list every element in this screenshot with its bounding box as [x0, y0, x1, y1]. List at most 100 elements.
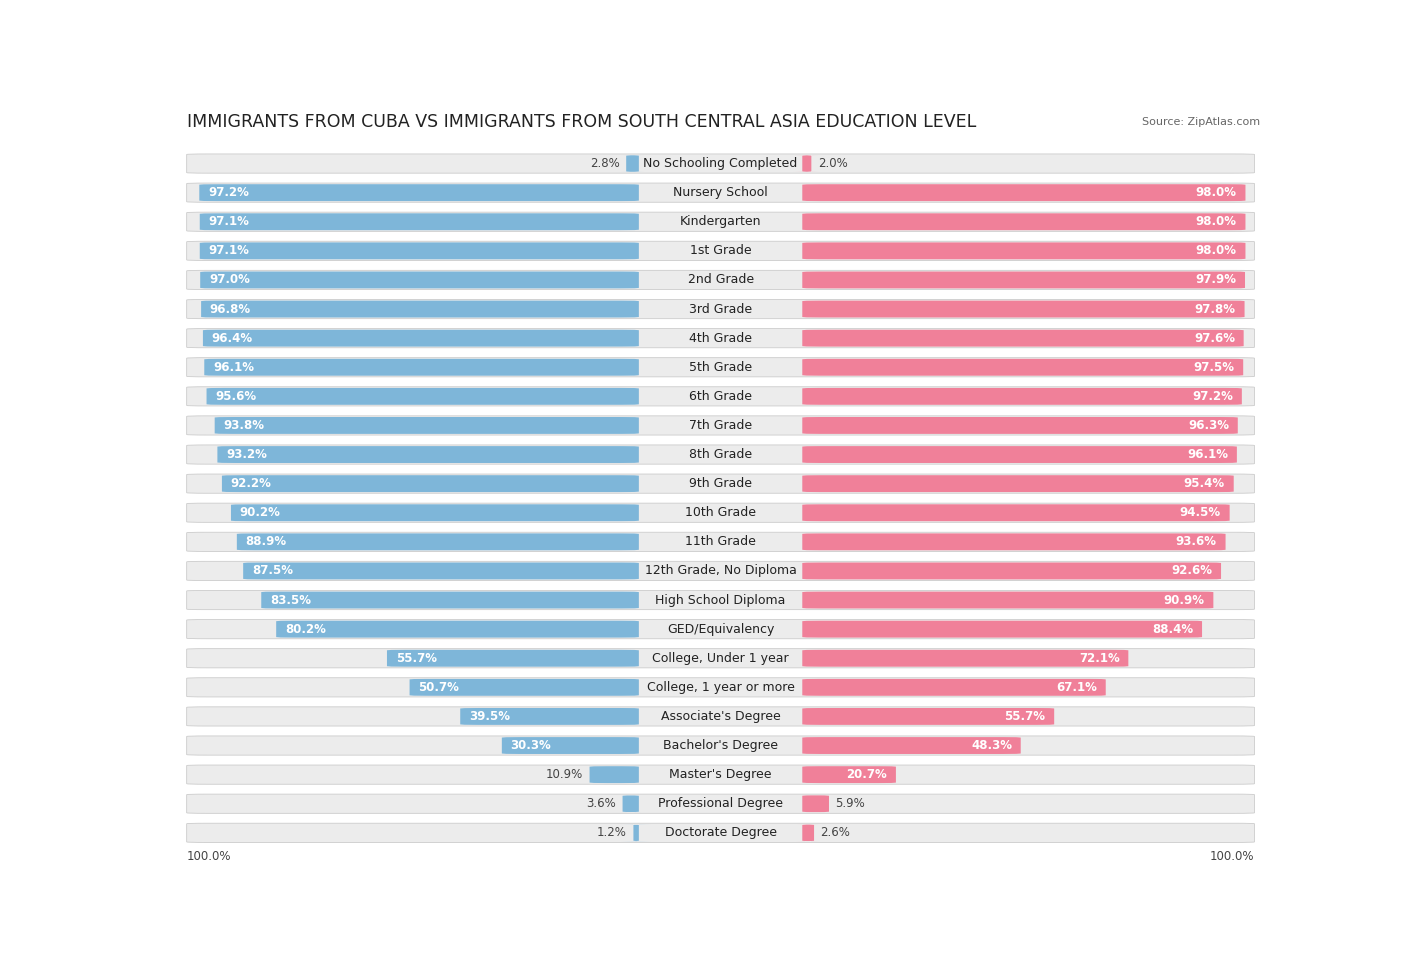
Text: 1.2%: 1.2%	[598, 827, 627, 839]
Text: 97.6%: 97.6%	[1194, 332, 1234, 344]
Text: 97.1%: 97.1%	[208, 245, 249, 257]
Text: 100.0%: 100.0%	[187, 850, 231, 863]
Text: 5.9%: 5.9%	[835, 798, 865, 810]
Text: 98.0%: 98.0%	[1195, 215, 1237, 228]
FancyBboxPatch shape	[236, 533, 638, 550]
Text: 80.2%: 80.2%	[285, 623, 326, 636]
FancyBboxPatch shape	[187, 241, 1254, 260]
Text: 90.9%: 90.9%	[1164, 594, 1205, 606]
Text: 55.7%: 55.7%	[395, 651, 437, 665]
FancyBboxPatch shape	[276, 621, 638, 638]
FancyBboxPatch shape	[803, 533, 1226, 550]
FancyBboxPatch shape	[187, 648, 1254, 668]
FancyBboxPatch shape	[187, 619, 1254, 639]
Text: 88.4%: 88.4%	[1152, 623, 1194, 636]
Text: 95.6%: 95.6%	[215, 390, 256, 403]
Text: 20.7%: 20.7%	[846, 768, 887, 781]
FancyBboxPatch shape	[387, 649, 638, 667]
Text: 12th Grade, No Diploma: 12th Grade, No Diploma	[644, 565, 797, 577]
FancyBboxPatch shape	[200, 184, 638, 201]
Text: 92.6%: 92.6%	[1171, 565, 1212, 577]
FancyBboxPatch shape	[803, 447, 1237, 463]
Text: 5th Grade: 5th Grade	[689, 361, 752, 373]
FancyBboxPatch shape	[589, 766, 638, 783]
FancyBboxPatch shape	[621, 155, 644, 172]
Text: 83.5%: 83.5%	[270, 594, 311, 606]
Text: Master's Degree: Master's Degree	[669, 768, 772, 781]
Text: 10th Grade: 10th Grade	[685, 506, 756, 520]
FancyBboxPatch shape	[803, 504, 1230, 522]
Text: 88.9%: 88.9%	[246, 535, 287, 548]
Text: 97.0%: 97.0%	[209, 273, 250, 287]
FancyBboxPatch shape	[803, 649, 1129, 667]
FancyBboxPatch shape	[803, 388, 1241, 405]
FancyBboxPatch shape	[803, 330, 1244, 346]
Text: 97.9%: 97.9%	[1195, 273, 1236, 287]
Text: 39.5%: 39.5%	[470, 710, 510, 722]
FancyBboxPatch shape	[803, 359, 1243, 375]
Text: 93.2%: 93.2%	[226, 448, 267, 461]
FancyBboxPatch shape	[187, 823, 1254, 842]
Text: 98.0%: 98.0%	[1195, 245, 1237, 257]
Text: 87.5%: 87.5%	[252, 565, 292, 577]
Text: 2.6%: 2.6%	[821, 827, 851, 839]
FancyBboxPatch shape	[803, 679, 1105, 696]
Text: 92.2%: 92.2%	[231, 477, 271, 490]
Text: 67.1%: 67.1%	[1056, 681, 1097, 694]
FancyBboxPatch shape	[797, 825, 820, 841]
FancyBboxPatch shape	[803, 300, 1244, 318]
FancyBboxPatch shape	[803, 243, 1246, 259]
Text: 97.2%: 97.2%	[1192, 390, 1233, 403]
FancyBboxPatch shape	[803, 563, 1220, 579]
FancyBboxPatch shape	[187, 765, 1254, 784]
Text: Professional Degree: Professional Degree	[658, 798, 783, 810]
FancyBboxPatch shape	[187, 183, 1254, 202]
Text: Bachelor's Degree: Bachelor's Degree	[664, 739, 778, 752]
FancyBboxPatch shape	[187, 503, 1254, 523]
FancyBboxPatch shape	[187, 591, 1254, 609]
Text: 96.3%: 96.3%	[1188, 419, 1229, 432]
Text: No Schooling Completed: No Schooling Completed	[644, 157, 797, 170]
Text: 11th Grade: 11th Grade	[685, 535, 756, 548]
FancyBboxPatch shape	[200, 243, 638, 259]
FancyBboxPatch shape	[218, 447, 638, 463]
FancyBboxPatch shape	[803, 796, 830, 812]
Text: 93.8%: 93.8%	[224, 419, 264, 432]
FancyBboxPatch shape	[460, 708, 638, 724]
Text: 50.7%: 50.7%	[419, 681, 460, 694]
FancyBboxPatch shape	[187, 562, 1254, 580]
Text: 2.8%: 2.8%	[591, 157, 620, 170]
Text: 90.2%: 90.2%	[239, 506, 281, 520]
Text: 4th Grade: 4th Grade	[689, 332, 752, 344]
Text: 96.4%: 96.4%	[212, 332, 253, 344]
FancyBboxPatch shape	[803, 737, 1021, 754]
FancyBboxPatch shape	[202, 330, 638, 346]
FancyBboxPatch shape	[621, 825, 651, 841]
Text: 97.2%: 97.2%	[208, 186, 249, 199]
FancyBboxPatch shape	[231, 504, 638, 522]
Text: 72.1%: 72.1%	[1078, 651, 1119, 665]
Text: 97.8%: 97.8%	[1195, 302, 1236, 316]
Text: 30.3%: 30.3%	[510, 739, 551, 752]
FancyBboxPatch shape	[187, 416, 1254, 435]
FancyBboxPatch shape	[187, 213, 1254, 231]
Text: High School Diploma: High School Diploma	[655, 594, 786, 606]
FancyBboxPatch shape	[803, 475, 1233, 492]
Text: 100.0%: 100.0%	[1211, 850, 1254, 863]
FancyBboxPatch shape	[187, 299, 1254, 319]
FancyBboxPatch shape	[803, 214, 1246, 230]
Text: 2.0%: 2.0%	[818, 157, 848, 170]
Text: 3rd Grade: 3rd Grade	[689, 302, 752, 316]
Text: Source: ZipAtlas.com: Source: ZipAtlas.com	[1142, 117, 1260, 128]
Text: IMMIGRANTS FROM CUBA VS IMMIGRANTS FROM SOUTH CENTRAL ASIA EDUCATION LEVEL: IMMIGRANTS FROM CUBA VS IMMIGRANTS FROM …	[187, 113, 976, 132]
Text: 6th Grade: 6th Grade	[689, 390, 752, 403]
Text: College, Under 1 year: College, Under 1 year	[652, 651, 789, 665]
FancyBboxPatch shape	[187, 387, 1254, 406]
Text: 98.0%: 98.0%	[1195, 186, 1237, 199]
Text: 7th Grade: 7th Grade	[689, 419, 752, 432]
Text: 97.5%: 97.5%	[1194, 361, 1234, 373]
Text: Associate's Degree: Associate's Degree	[661, 710, 780, 722]
FancyBboxPatch shape	[502, 737, 638, 754]
FancyBboxPatch shape	[794, 155, 820, 172]
Text: 95.4%: 95.4%	[1184, 477, 1225, 490]
